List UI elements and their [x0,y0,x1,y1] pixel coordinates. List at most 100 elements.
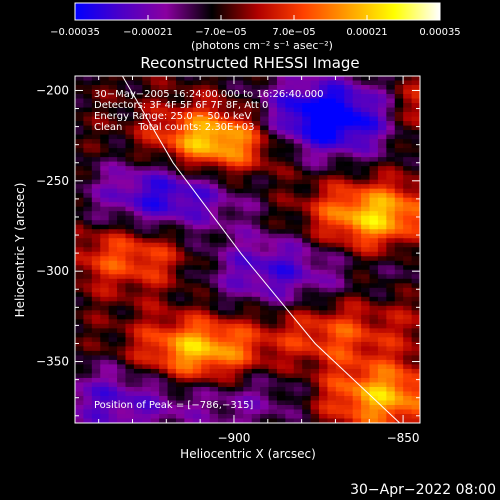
heatmap-cell [91,332,101,338]
heatmap-cell [335,94,345,100]
heatmap-cell [150,121,160,127]
heatmap-cell [108,368,118,375]
heatmap-cell [75,359,85,366]
heatmap-cell [108,373,118,379]
heatmap-cell [243,229,253,235]
heatmap-cell [209,350,219,357]
heatmap-cell [209,85,219,91]
heatmap-cell [150,247,160,253]
heatmap-cell [218,184,228,190]
heatmap-cell [377,229,387,235]
heatmap-cell [125,260,135,266]
heatmap-cell [150,233,160,239]
heatmap-cell [234,229,244,235]
heatmap-cell [361,229,371,235]
heatmap-cell [394,89,404,95]
heatmap-cell [260,89,270,95]
heatmap-cell [226,359,236,366]
heatmap-cell [226,229,236,235]
heatmap-cell [344,373,354,379]
heatmap-cell [344,76,354,82]
heatmap-cell [319,166,329,172]
heatmap-cell [344,242,354,248]
heatmap-cell [150,211,160,217]
heatmap-cell [302,265,312,271]
heatmap-cell [150,103,160,109]
heatmap-cell [100,89,110,95]
heatmap-cell [268,409,278,415]
heatmap-cell [167,229,177,235]
heatmap-cell [302,328,312,334]
heatmap-cell [310,220,320,226]
heatmap-cell [192,206,202,212]
heatmap-cell [251,80,261,86]
heatmap-cell [83,364,93,370]
heatmap-cell [285,260,295,266]
heatmap-cell [319,404,329,411]
heatmap-cell [125,170,135,176]
heatmap-cell [209,161,219,167]
heatmap-cell [327,202,337,208]
heatmap-cell [150,319,160,325]
heatmap-cell [234,256,244,262]
heatmap-cell [394,116,404,122]
heatmap-cell [117,332,127,338]
heatmap-cell [369,332,379,338]
heatmap-cell [125,328,135,334]
heatmap-cell [142,179,152,185]
heatmap-cell [209,323,219,329]
heatmap-cell [335,278,345,284]
heatmap-cell [91,148,101,154]
heatmap-cell [167,89,177,95]
heatmap-cell [91,94,101,100]
heatmap-cell [268,89,278,95]
heatmap-cell [268,166,278,172]
heatmap-cell [310,404,320,411]
heatmap-cell [276,121,286,127]
heatmap-cell [218,197,228,203]
heatmap-cell [226,157,236,163]
heatmap-cell [234,409,244,415]
heatmap-cell [209,139,219,145]
heatmap-cell [310,166,320,172]
heatmap-cell [394,242,404,248]
heatmap-cell [150,242,160,248]
heatmap-cell [251,359,261,366]
heatmap-cell [150,179,160,185]
heatmap-cell [75,85,85,91]
heatmap-cell [361,103,371,109]
heatmap-cell [302,269,312,275]
heatmap-cell [285,355,295,361]
heatmap-cell [243,130,253,136]
heatmap-cell [344,310,354,316]
heatmap-cell [268,269,278,275]
heatmap-cell [268,130,278,136]
heatmap-cell [209,80,219,86]
heatmap-cell [201,170,211,176]
heatmap-cell [226,233,236,239]
heatmap-cell [201,386,211,393]
heatmap-cell [335,301,345,307]
heatmap-cell [184,166,194,172]
heatmap-cell [302,319,312,325]
heatmap-cell [319,269,329,275]
heatmap-cell [75,184,85,190]
heatmap-cell [361,134,371,140]
heatmap-cell [386,355,396,361]
heatmap-cell [293,364,303,370]
heatmap-cell [243,206,253,212]
heatmap-cell [260,328,270,334]
heatmap-cell [83,188,93,194]
heatmap-cell [108,323,118,329]
heatmap-cell [394,251,404,257]
heatmap-cell [302,152,312,158]
heatmap-cell [386,206,396,212]
heatmap-cell [91,359,101,366]
heatmap-cell [268,161,278,167]
heatmap-cell [369,193,379,199]
heatmap-cell [209,319,219,325]
heatmap-cell [369,350,379,357]
heatmap-cell [243,242,253,248]
heatmap-cell [377,404,387,411]
heatmap-cell [184,256,194,262]
